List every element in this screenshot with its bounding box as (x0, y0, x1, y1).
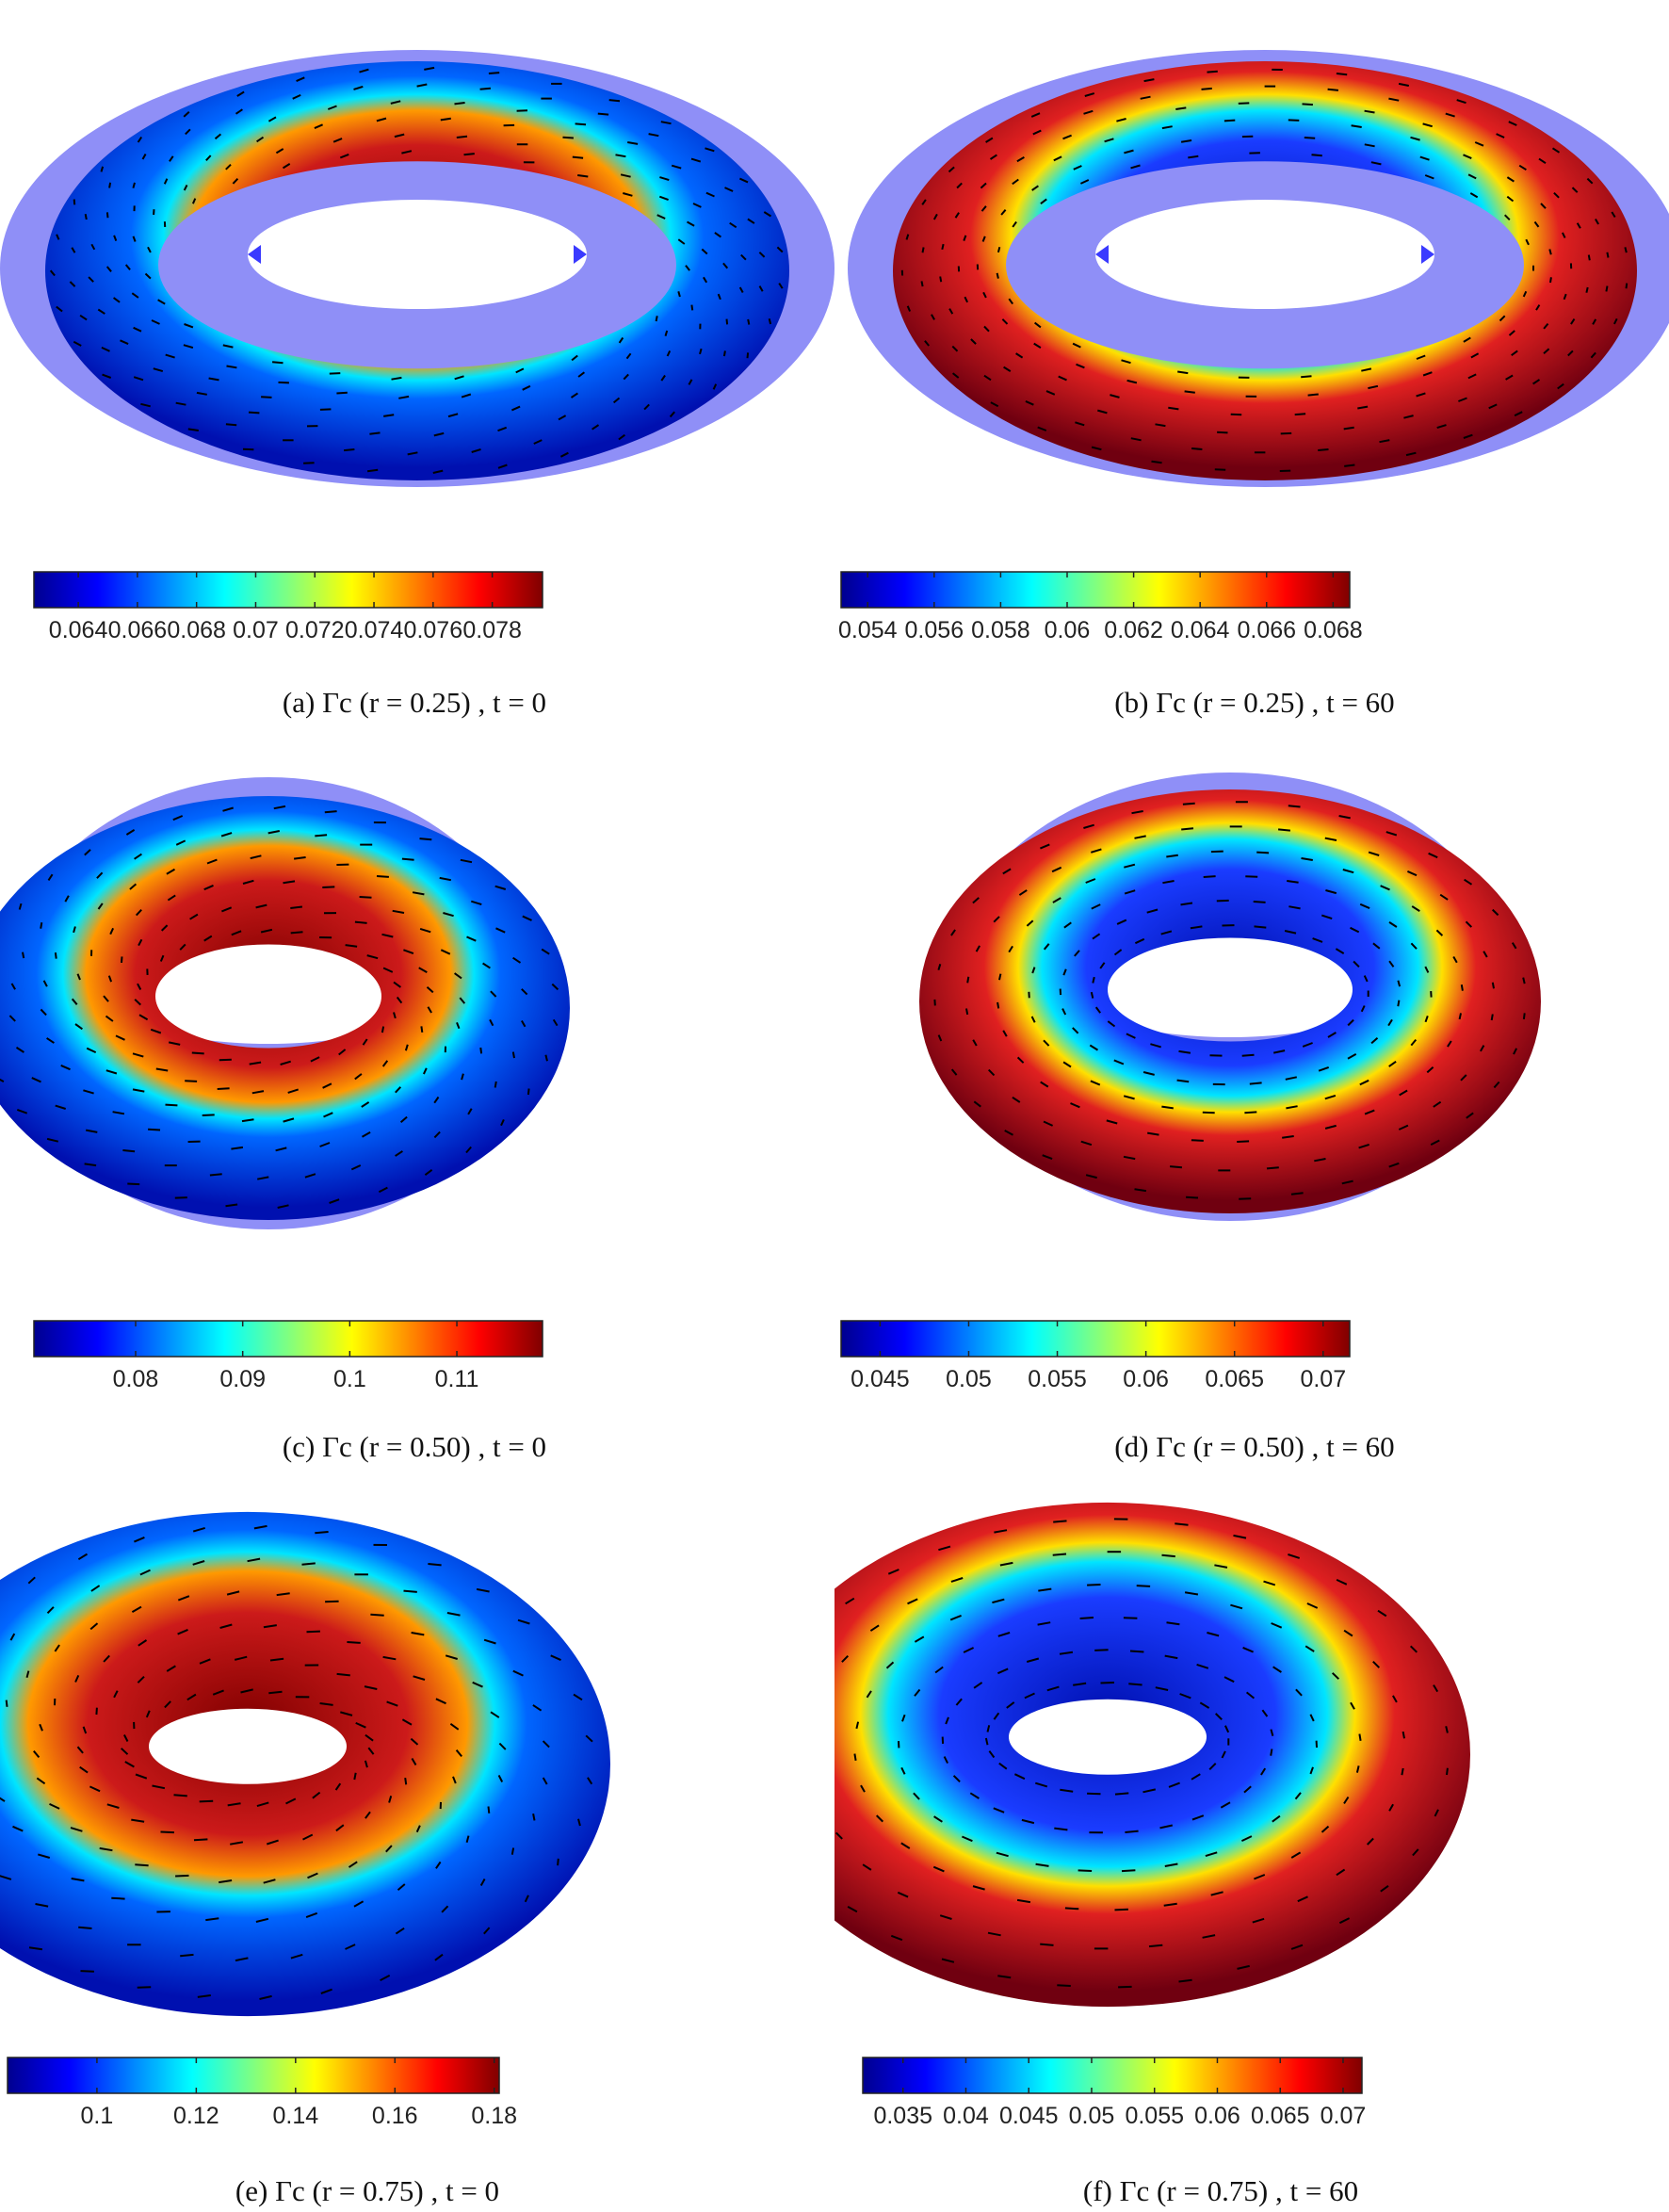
colorbar-tick-label-e: 0.14 (272, 2103, 318, 2129)
colorbar-tick-label-f: 0.045 (999, 2103, 1059, 2129)
colorbar-tick-label-d: 0.06 (1123, 1366, 1169, 1392)
torus-d (919, 789, 1541, 1213)
colorbar-tick-label-b: 0.066 (1237, 617, 1296, 643)
caption-e: (e) Γc (r = 0.75) , t = 0 (235, 2174, 500, 2207)
panel-a: 0.064 0.066 0.068 0.07 0.072 0.074 0.076 0.078 … (0, 0, 834, 740)
colorbar-tick-label-b: 0.058 (971, 617, 1030, 643)
colorbar-tick-label-f: 0.035 (873, 2103, 932, 2129)
torus-plot-a (0, 50, 834, 487)
colorbar-tick-label-a: 0.064 (49, 617, 108, 643)
colorbar-tick-label-d: 0.045 (851, 1366, 910, 1392)
colorbar-tick-label-a: 0.078 (462, 617, 522, 643)
caption-a: (a) Γc (r = 0.25) , t = 0 (282, 686, 547, 719)
panel-f: 0.035 0.04 0.045 0.05 0.055 0.06 0.065 0.07 (f)… (834, 1493, 1669, 2212)
colorbar-tick-label-f: 0.055 (1125, 2103, 1184, 2129)
caption-c: (c) Γc (r = 0.50) , t = 0 (282, 1430, 547, 1463)
colorbar-tick-label-e: 0.1 (81, 2103, 114, 2129)
colorbar-tick-label-e: 0.18 (471, 2103, 517, 2129)
colorbar-gradient-e (7, 2057, 500, 2094)
colorbar-c: 0.08 0.09 0.1 0.11 (33, 1320, 543, 1392)
colorbar-tick-label-d: 0.05 (946, 1366, 992, 1392)
colorbar-tick-label-d: 0.07 (1300, 1366, 1346, 1392)
colorbar-gradient-b (840, 571, 1351, 609)
vector-field-b (900, 68, 1628, 472)
colorbar-tick-label-a: 0.066 (108, 617, 168, 643)
colorbar-gradient-d (840, 1320, 1351, 1358)
colorbar-d: 0.045 0.05 0.055 0.06 0.065 0.07 (840, 1320, 1351, 1392)
torus-plot-d (919, 773, 1541, 1221)
panel-d: 0.045 0.05 0.055 0.06 0.065 0.07 (d) Γc (r = … (834, 744, 1669, 1484)
vector-field-e (0, 1524, 593, 2000)
colorbar-tick-label-a: 0.07 (233, 617, 279, 643)
caption-b: (b) Γc (r = 0.25) , t = 60 (1114, 686, 1395, 719)
colorbar-tick-label-c: 0.11 (435, 1366, 479, 1392)
colorbar-tick-label-f: 0.065 (1251, 2103, 1310, 2129)
vector-field-d (933, 801, 1526, 1200)
colorbar-tick-label-a: 0.068 (167, 617, 226, 643)
colorbar-f: 0.035 0.04 0.045 0.05 0.055 0.06 0.065 0.07 (862, 2057, 1367, 2129)
torus-plot-f (834, 1503, 1470, 2007)
colorbar-tick-label-b: 0.054 (838, 617, 898, 643)
colorbar-tick-label-a: 0.076 (404, 617, 463, 643)
colorbar-tick-label-d: 0.055 (1028, 1366, 1087, 1392)
colorbar-tick-label-e: 0.12 (173, 2103, 219, 2129)
torus-plot-b (848, 50, 1669, 487)
colorbar-tick-label-b: 0.064 (1171, 617, 1230, 643)
vector-field-c (0, 805, 559, 1209)
caption-d: (d) Γc (r = 0.50) , t = 60 (1114, 1430, 1395, 1463)
panel-b: 0.054 0.056 0.058 0.06 0.062 0.064 0.066 0.068 … (834, 0, 1669, 740)
torus-f (834, 1503, 1470, 2007)
colorbar-tick-label-f: 0.07 (1321, 2103, 1367, 2129)
colorbar-tick-label-a: 0.072 (285, 617, 345, 643)
colorbar-gradient-a (33, 571, 543, 609)
torus-a (45, 61, 789, 480)
colorbar-tick-label-b: 0.068 (1304, 617, 1363, 643)
caption-f: (f) Γc (r = 0.75) , t = 60 (1082, 2174, 1359, 2207)
torus-c (0, 796, 570, 1220)
colorbar-tick-label-b: 0.062 (1104, 617, 1163, 643)
colorbar-tick-label-b: 0.06 (1045, 617, 1091, 643)
colorbar-tick-label-f: 0.05 (1069, 2103, 1115, 2129)
panel-e: 0.1 0.12 0.14 0.16 0.18 (e) Γc (r = 0.75) , … (0, 1493, 834, 2212)
colorbar-tick-label-e: 0.16 (372, 2103, 418, 2129)
colorbar-tick-label-b: 0.056 (905, 617, 964, 643)
torus-plot-e (0, 1512, 610, 2016)
colorbar-a: 0.064 0.066 0.068 0.07 0.072 0.074 0.076 0.078 (33, 571, 543, 643)
vector-field-a (49, 66, 784, 474)
panel-c: 0.08 0.09 0.1 0.11 (c) Γc (r = 0.50) , t = … (0, 744, 834, 1484)
colorbar-e: 0.1 0.12 0.14 0.16 0.18 (7, 2057, 517, 2129)
colorbar-tick-label-d: 0.065 (1205, 1366, 1264, 1392)
colorbar-tick-label-c: 0.1 (333, 1366, 366, 1392)
colorbar-tick-label-a: 0.074 (345, 617, 404, 643)
torus-plot-c (0, 777, 570, 1229)
colorbar-gradient-c (33, 1320, 543, 1358)
colorbar-tick-label-f: 0.04 (943, 2103, 989, 2129)
colorbar-tick-label-f: 0.06 (1194, 2103, 1240, 2129)
torus-e (0, 1512, 610, 2016)
vector-field-f (834, 1518, 1449, 1989)
colorbar-b: 0.054 0.056 0.058 0.06 0.062 0.064 0.066 0.068 (838, 571, 1363, 643)
colorbar-tick-label-c: 0.08 (113, 1366, 159, 1392)
colorbar-gradient-f (862, 2057, 1363, 2094)
colorbar-tick-label-c: 0.09 (219, 1366, 266, 1392)
